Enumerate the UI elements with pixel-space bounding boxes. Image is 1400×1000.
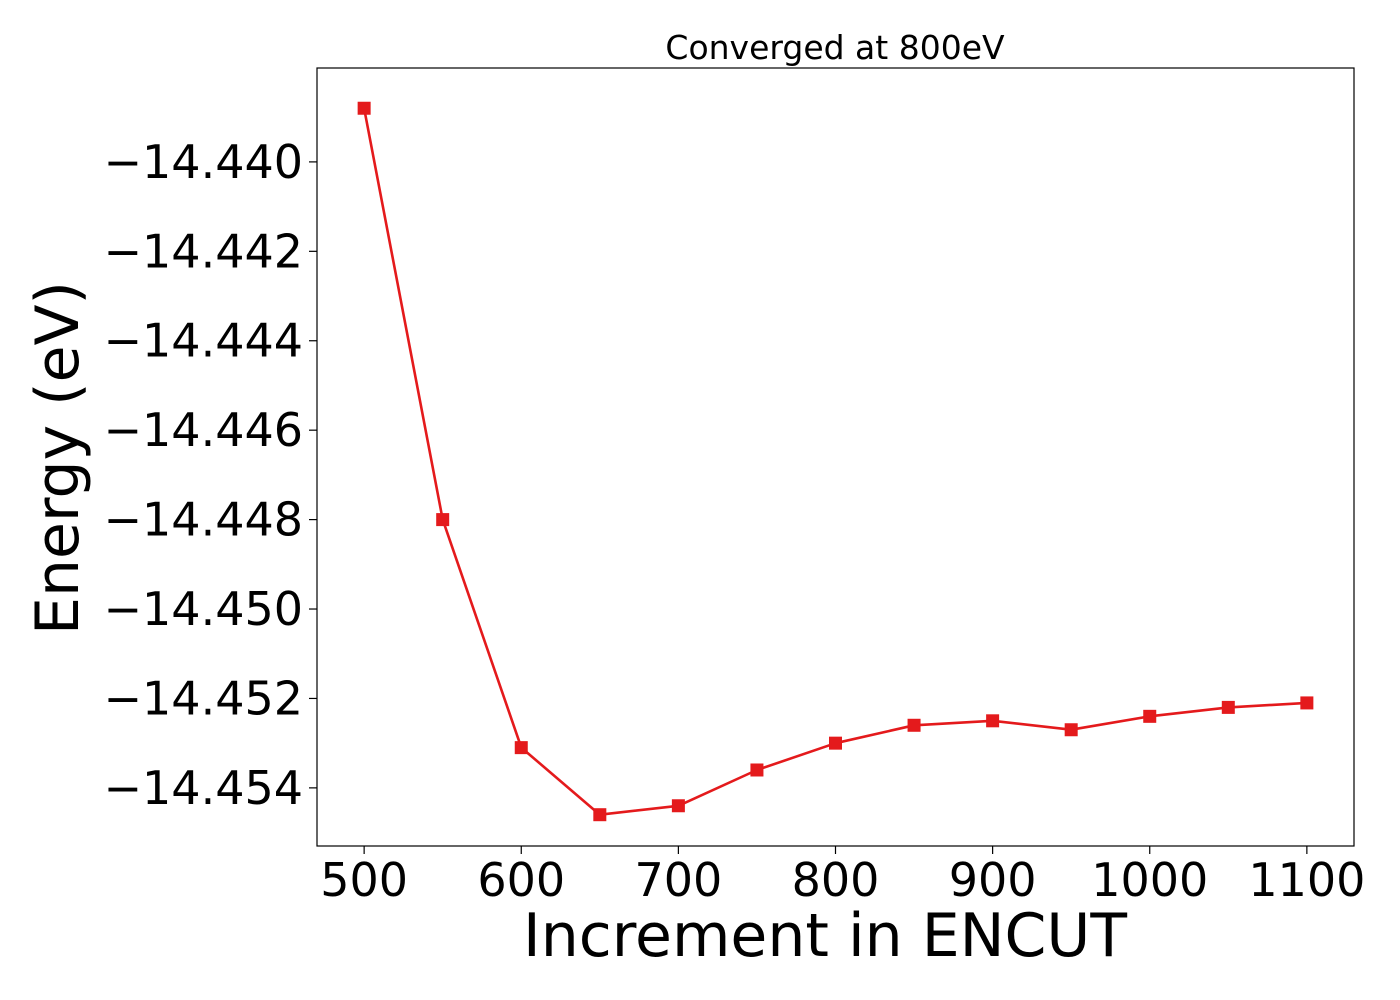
data-point-marker bbox=[1221, 700, 1235, 714]
data-point-marker bbox=[907, 718, 921, 732]
data-point-marker bbox=[671, 799, 685, 813]
data-point-marker bbox=[436, 513, 450, 527]
y-tick-label: −14.448 bbox=[104, 493, 304, 547]
y-tick-label: −14.446 bbox=[104, 403, 304, 457]
x-tick-label: 600 bbox=[477, 853, 565, 907]
y-tick-label: −14.442 bbox=[104, 224, 304, 278]
data-point-marker bbox=[1300, 696, 1314, 710]
x-tick-label: 700 bbox=[634, 853, 722, 907]
y-tick-label: −14.440 bbox=[104, 135, 304, 189]
chart-title: Converged at 800eV bbox=[665, 28, 1005, 67]
data-point-marker bbox=[514, 741, 528, 755]
y-tick-label: −14.444 bbox=[104, 314, 304, 368]
x-tick-label: 1000 bbox=[1091, 853, 1208, 907]
data-point-marker bbox=[750, 763, 764, 777]
x-tick-label: 900 bbox=[949, 853, 1037, 907]
data-point-marker bbox=[1143, 709, 1157, 723]
x-tick-label: 500 bbox=[320, 853, 408, 907]
data-point-marker bbox=[593, 808, 607, 822]
y-axis-title: Energy (eV) bbox=[23, 281, 93, 635]
data-point-marker bbox=[829, 736, 842, 750]
y-tick-label: −14.452 bbox=[104, 671, 304, 725]
x-tick-label: 800 bbox=[792, 853, 880, 907]
y-tick-label: −14.454 bbox=[104, 761, 304, 815]
data-point-marker bbox=[1064, 723, 1078, 737]
y-tick-label: −14.450 bbox=[104, 582, 304, 636]
plot-area: 500 600 700 800 900 1000 1100 −14.440 −14.442 −14… bbox=[104, 67, 1365, 907]
data-point-marker bbox=[986, 714, 1000, 728]
x-tick-label: 1100 bbox=[1248, 853, 1365, 907]
data-point-marker bbox=[357, 101, 371, 115]
x-axis-title: Increment in ENCUT bbox=[523, 901, 1127, 971]
